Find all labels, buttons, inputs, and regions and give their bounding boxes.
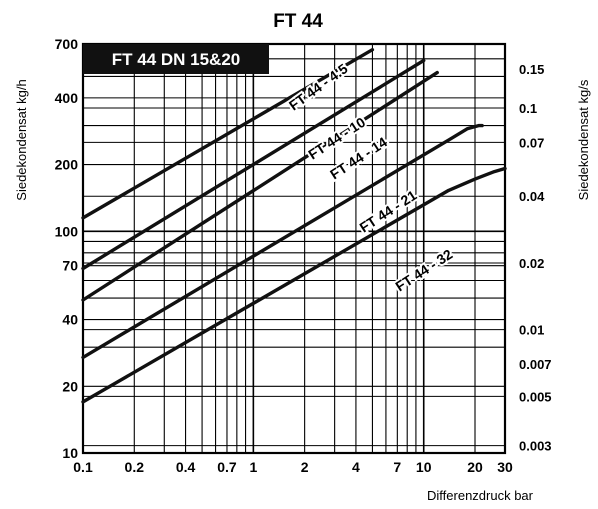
y-tick-label: 20 [62,378,78,394]
y-tick-label: 10 [62,445,78,461]
y-tick-label: 40 [62,312,78,328]
y2-tick-label: 0.02 [519,256,544,271]
x-tick-label: 1 [249,459,257,475]
x-tick-label: 30 [497,459,513,475]
y-axis-label: Siedekondensat kg/h [14,79,29,200]
x-tick-label: 0.2 [125,459,145,475]
y2-tick-labels: 0.003 0.005 0.007 0.01 0.02 0.04 0.07 0.1 0.15 [519,62,552,454]
series-line [81,166,507,404]
y2-tick-label: 0.01 [519,323,544,338]
x-tick-labels: 0.1 0.2 0.4 0.7 1 2 4 7 10 20 30 [73,459,513,475]
y-tick-label: 70 [62,258,78,274]
x-tick-label: 2 [301,459,309,475]
series-line [81,58,426,271]
grid [81,42,507,455]
y2-tick-label: 0.07 [519,135,544,150]
y-tick-label: 100 [55,223,79,239]
chart-badge [83,44,269,74]
x-tick-label: 0.4 [176,459,196,475]
chart-subtitle: FT 44 DN 15&20 [112,50,241,69]
y-tick-labels: 10 20 40 70 100 200 400 700 [55,36,79,461]
y-tick-label: 200 [55,157,79,173]
series-label: FT 44 - 4.5 [286,60,351,113]
y-tick-label: 400 [55,90,79,106]
y2-tick-label: 0.15 [519,62,544,77]
x-tick-label: 0.7 [217,459,237,475]
chart-title: FT 44 [273,11,323,32]
y-tick-label: 700 [55,36,79,52]
series-line [81,123,484,360]
series-line [81,48,375,220]
plot-frame [81,42,507,455]
x-axis-label: Differenzdruck bar [427,488,534,503]
series-line [81,70,439,302]
y2-axis-label: Siedekondensat kg/s [576,79,591,200]
x-tick-label: 20 [467,459,483,475]
y2-tick-label: 0.04 [519,189,545,204]
y2-tick-label: 0.005 [519,389,552,404]
x-tick-label: 4 [352,459,360,475]
series-lines [81,48,507,404]
x-tick-label: 7 [393,459,401,475]
x-tick-label: 10 [416,459,432,475]
y2-tick-label: 0.1 [519,101,537,116]
y2-tick-label: 0.007 [519,357,552,372]
y2-tick-label: 0.003 [519,439,552,454]
x-tick-label: 0.1 [73,459,93,475]
